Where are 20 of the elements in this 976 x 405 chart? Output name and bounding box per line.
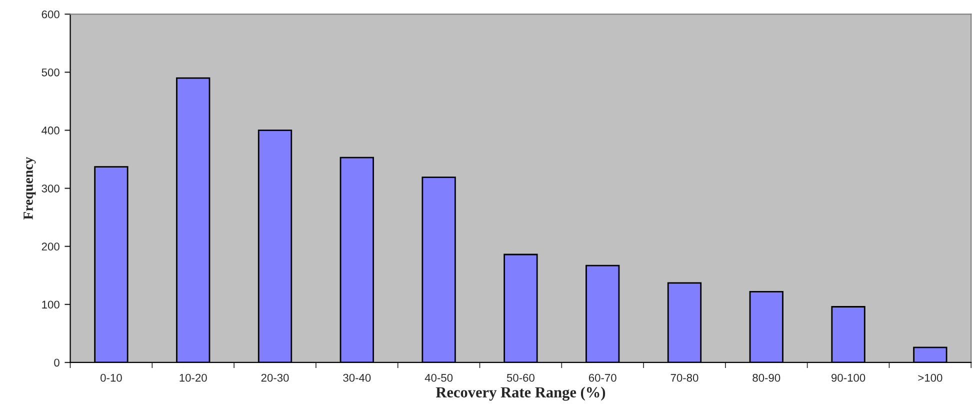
x-tick-label: 40-50 xyxy=(424,374,453,382)
y-tick-label: 100 xyxy=(42,300,60,309)
y-tick-label: 200 xyxy=(42,242,60,251)
x-tick-label: >100 xyxy=(918,374,942,382)
x-tick-label: 50-60 xyxy=(506,374,534,382)
y-tick-label: 500 xyxy=(42,68,60,76)
x-tick-label: 10-20 xyxy=(180,374,207,382)
x-tick-label: 60-70 xyxy=(588,374,616,382)
x-tick-label: 80-90 xyxy=(752,374,780,382)
y-tick-label: 0 xyxy=(54,358,60,367)
y-tick-label: 300 xyxy=(42,184,60,192)
x-tick-label: 70-80 xyxy=(670,374,698,382)
x-tick-label: 0-10 xyxy=(100,374,122,382)
x-tick-label: 20-30 xyxy=(261,374,289,382)
y-tick-label: 600 xyxy=(42,10,60,18)
y-tick-label: 400 xyxy=(42,126,60,134)
x-tick-label: 30-40 xyxy=(343,374,371,382)
y-axis-title: Frequency xyxy=(24,156,36,220)
x-tick-label: 90-100 xyxy=(832,374,866,382)
x-axis-title: Recovery Rate Range (%) xyxy=(436,386,606,401)
